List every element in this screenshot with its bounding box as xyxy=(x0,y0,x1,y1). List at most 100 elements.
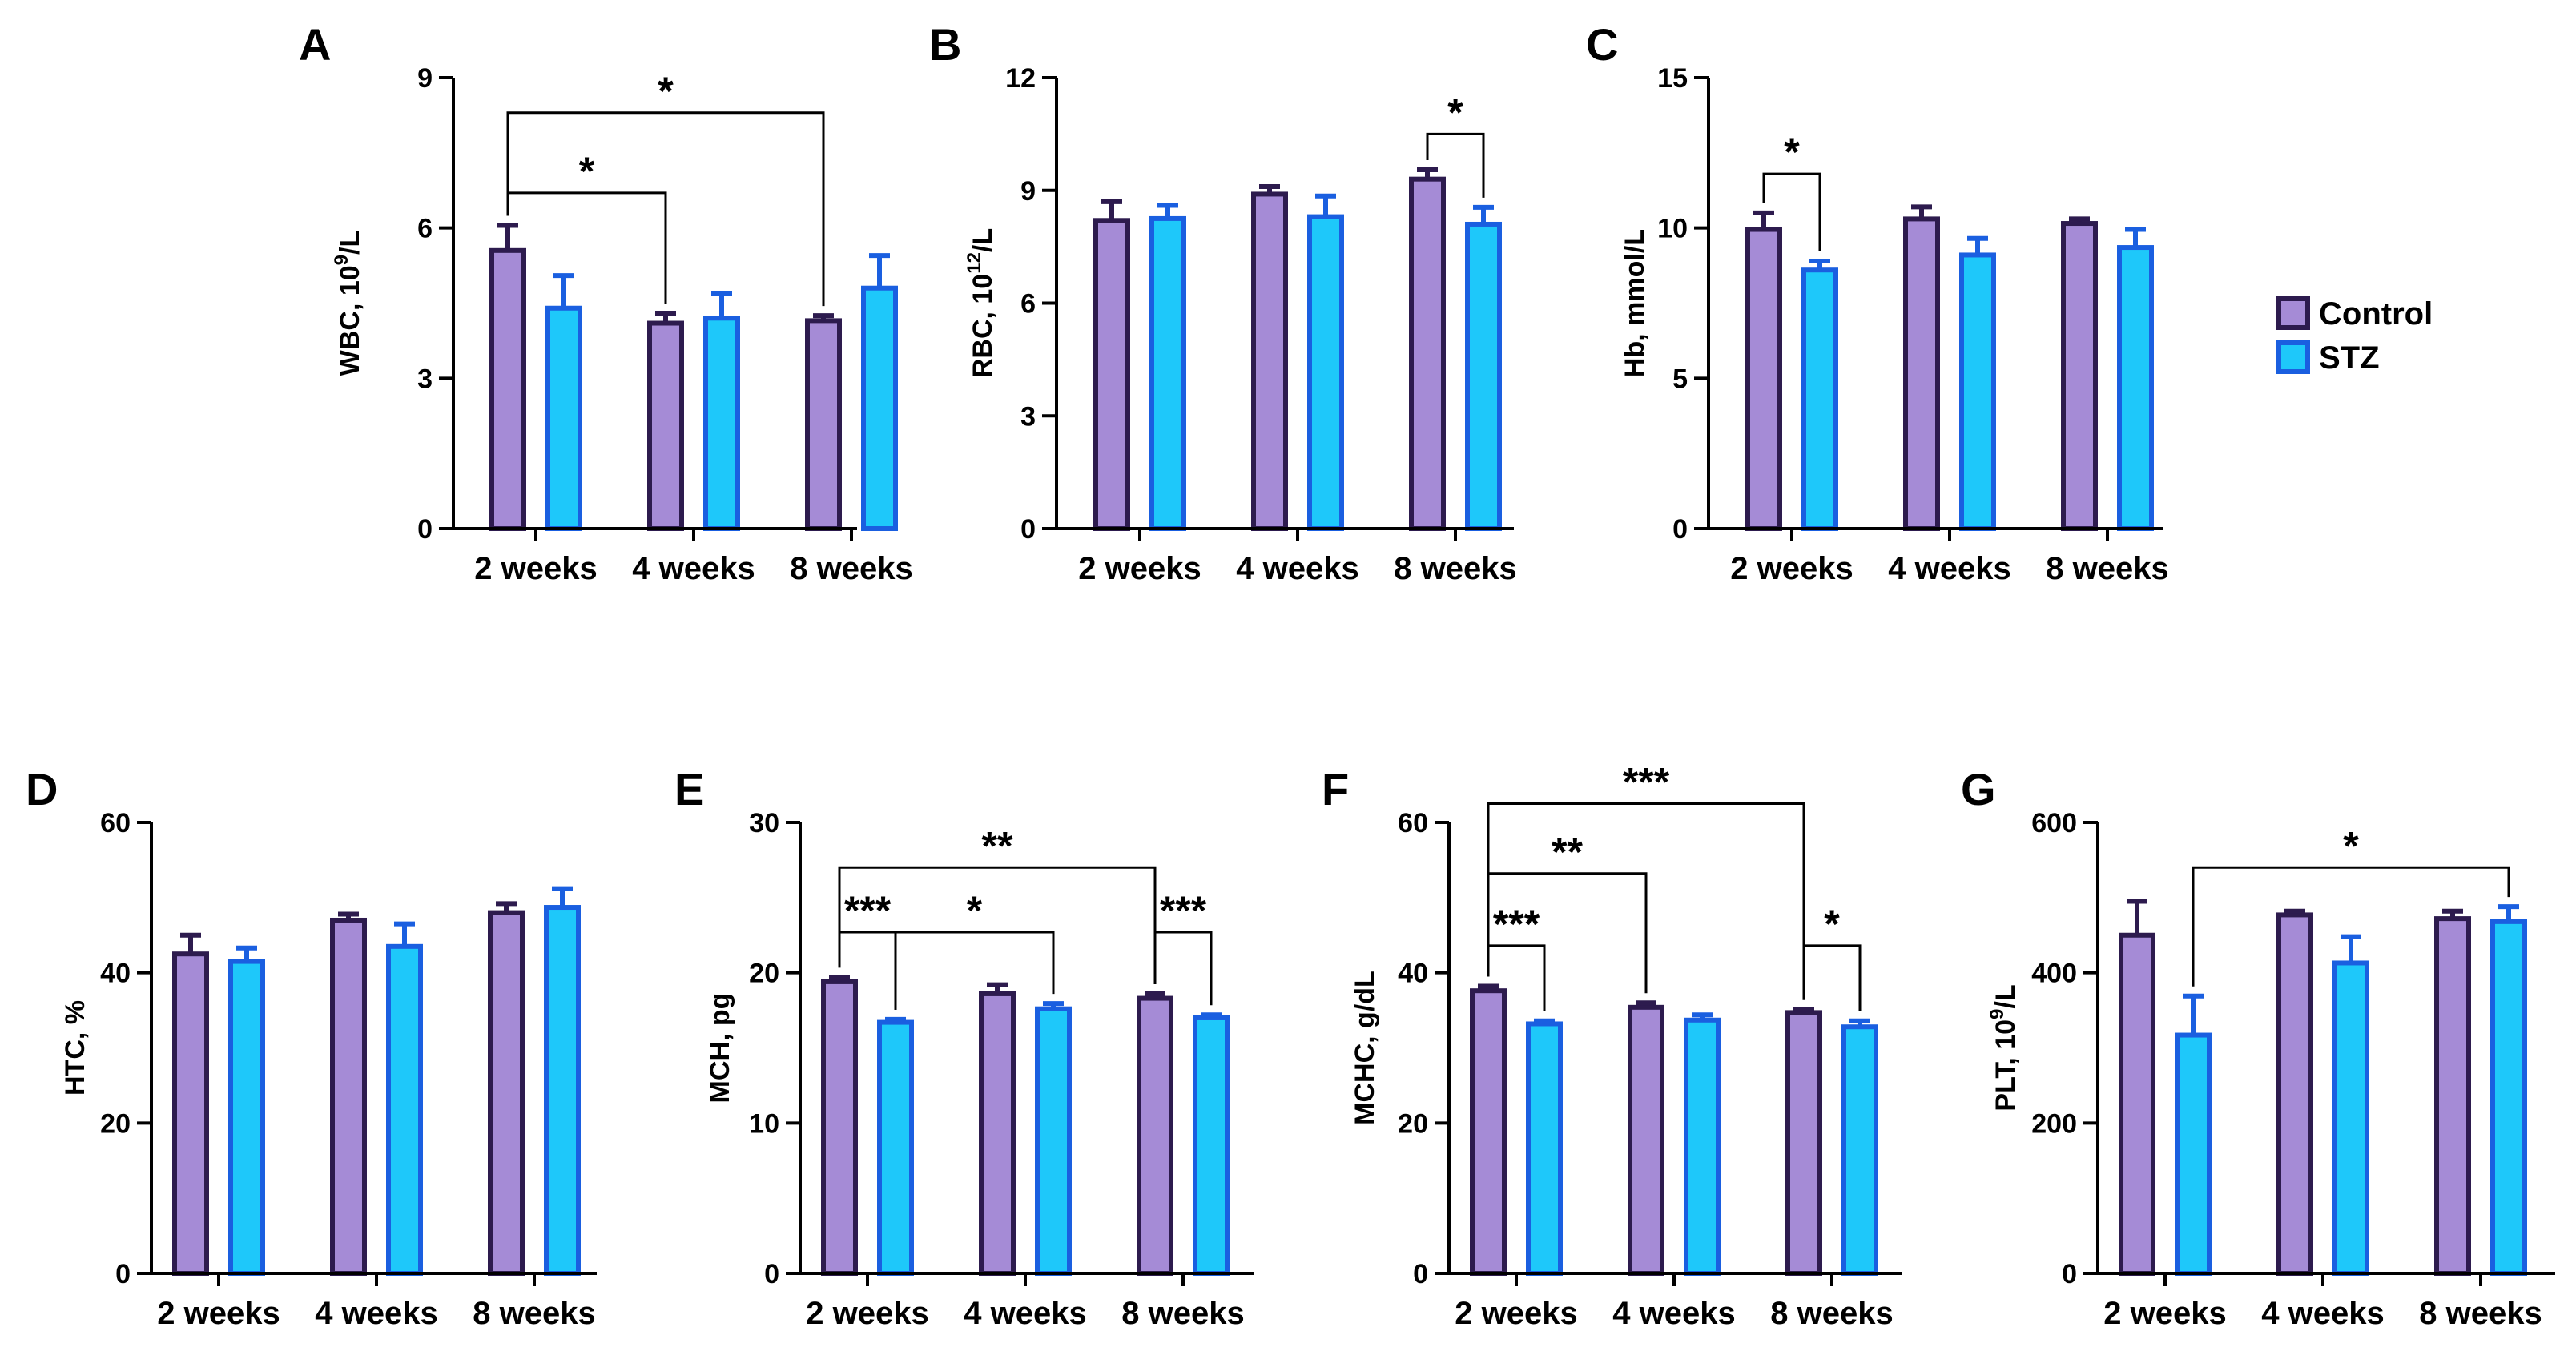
x-tick-label-c-3: 8 weeks xyxy=(2046,551,2168,586)
panel-d: D HTC, % 0 20 40 60 2 weeks 4 weeks 8 weeks xyxy=(26,764,597,1331)
significance-bracket-e-1 xyxy=(838,866,1157,984)
y-tick-label-d-2: 40 xyxy=(100,959,131,989)
bar-f-control-1 xyxy=(1470,988,1507,1276)
panel-a: A WBC, 109/L 0 3 6 9 2 weeks 4 weeks 8 weeks * * xyxy=(299,19,913,586)
panel-c: C Hb, mmol/L 0 5 10 15 2 weeks 4 weeks 8 weeks * xyxy=(1586,19,2169,586)
legend-label-stz: STZ xyxy=(2319,340,2380,376)
significance-label-c-1: * xyxy=(1784,130,1800,175)
bar-a-control-2 xyxy=(647,320,684,531)
significance-label-e-3: * xyxy=(967,888,983,933)
x-tick-label-g-1: 2 weeks xyxy=(2103,1296,2226,1331)
significance-label-a-2: * xyxy=(658,69,674,114)
y-tick-label-e-3: 30 xyxy=(749,808,779,838)
bar-c-control-2 xyxy=(1903,216,1940,531)
y-tick-label-c-3: 15 xyxy=(1657,63,1688,94)
significance-bracket-a-2 xyxy=(506,111,825,307)
x-tick-label-c-1: 2 weeks xyxy=(1730,551,1853,586)
significance-bracket-b-1 xyxy=(1426,132,1485,198)
x-tick-label-e-3: 8 weeks xyxy=(1121,1296,1244,1331)
panel-letter-a: A xyxy=(299,19,331,70)
y-tick-label-d-0: 0 xyxy=(115,1259,131,1289)
bar-a-stz-3 xyxy=(861,285,898,531)
x-tick-label-f-3: 8 weeks xyxy=(1770,1296,1893,1331)
x-tick-label-b-1: 2 weeks xyxy=(1078,551,1201,586)
significance-label-f-4: * xyxy=(1824,902,1840,947)
y-tick-label-f-1: 20 xyxy=(1398,1108,1428,1139)
y-tick-label-g-1: 200 xyxy=(2031,1108,2077,1139)
y-tick-label-g-0: 0 xyxy=(2062,1259,2077,1289)
y-tick-label-e-0: 0 xyxy=(764,1259,779,1289)
x-tick-label-g-2: 4 weeks xyxy=(2261,1296,2384,1331)
y-axis-title-f: MCHC, g/dL xyxy=(1350,971,1380,1125)
significance-label-f-2: ** xyxy=(1552,830,1583,875)
y-tick-label-b-0: 0 xyxy=(1020,514,1036,545)
panel-letter-c: C xyxy=(1586,19,1618,70)
y-axis-title-c: Hb, mmol/L xyxy=(1620,229,1650,377)
y-tick-label-d-3: 60 xyxy=(100,808,131,838)
significance-label-e-2: *** xyxy=(844,888,892,933)
x-tick-label-f-2: 4 weeks xyxy=(1612,1296,1735,1331)
significance-label-f-3: *** xyxy=(1493,902,1540,947)
bar-d-control-1 xyxy=(172,951,209,1277)
bar-f-control-3 xyxy=(1785,1010,1822,1276)
bar-e-stz-3 xyxy=(1193,1015,1230,1276)
bar-g-control-1 xyxy=(2119,932,2155,1276)
bar-a-control-3 xyxy=(805,318,842,531)
bar-a-control-1 xyxy=(489,247,526,531)
x-tick-label-f-1: 2 weeks xyxy=(1455,1296,1577,1331)
panel-letter-e: E xyxy=(674,764,704,814)
bar-e-control-1 xyxy=(821,979,858,1276)
bar-d-control-2 xyxy=(330,917,367,1276)
y-tick-label-b-4: 12 xyxy=(1005,63,1036,94)
bar-g-stz-3 xyxy=(2490,919,2527,1276)
bar-b-control-3 xyxy=(1409,176,1446,532)
x-tick-label-a-1: 2 weeks xyxy=(474,551,597,586)
x-tick-label-a-3: 8 weeks xyxy=(790,551,912,586)
legend: Control STZ xyxy=(2276,296,2433,376)
significance-label-e-4: *** xyxy=(1160,888,1207,933)
bar-g-stz-1 xyxy=(2175,1032,2212,1276)
legend-label-control: Control xyxy=(2319,296,2433,332)
panel-f: F MCHC, g/dL 0 20 40 60 2 weeks 4 weeks 8 weeks *… xyxy=(1322,760,1902,1331)
y-tick-label-g-3: 600 xyxy=(2031,808,2077,838)
significance-label-g-1: * xyxy=(2343,823,2359,868)
bar-g-control-2 xyxy=(2276,912,2313,1277)
x-tick-label-e-1: 2 weeks xyxy=(806,1296,928,1331)
bar-f-control-2 xyxy=(1628,1004,1664,1276)
bar-e-control-2 xyxy=(979,991,1016,1276)
y-axis-title-g: PLT, 109/L xyxy=(1986,984,2021,1111)
bar-d-stz-2 xyxy=(386,943,423,1276)
bar-d-stz-1 xyxy=(228,959,265,1276)
y-axis-title-d: HTC, % xyxy=(60,1000,91,1096)
x-tick-label-c-2: 4 weeks xyxy=(1888,551,2010,586)
bar-f-stz-1 xyxy=(1526,1021,1563,1277)
significance-bracket-g-1 xyxy=(2192,866,2510,987)
y-tick-label-g-2: 400 xyxy=(2031,959,2077,989)
bar-a-stz-2 xyxy=(703,316,740,531)
x-tick-label-e-2: 4 weeks xyxy=(964,1296,1086,1331)
y-tick-label-b-3: 9 xyxy=(1020,176,1036,207)
y-axis-title-b: RBC, 1012/L xyxy=(964,228,998,378)
significance-bracket-e-4 xyxy=(1153,931,1213,1006)
bar-d-control-3 xyxy=(488,910,525,1276)
bar-c-control-1 xyxy=(1745,227,1782,531)
panel-letter-b: B xyxy=(929,19,961,70)
y-tick-label-f-2: 40 xyxy=(1398,959,1428,989)
panel-letter-f: F xyxy=(1322,764,1349,814)
x-tick-label-b-3: 8 weeks xyxy=(1394,551,1516,586)
x-tick-label-g-3: 8 weeks xyxy=(2419,1296,2542,1331)
bar-e-control-3 xyxy=(1137,995,1173,1276)
bar-b-control-1 xyxy=(1093,218,1130,531)
panel-g: G PLT, 109/L 0 200 400 600 2 weeks 4 weeks 8 wee… xyxy=(1961,764,2555,1331)
bar-c-stz-3 xyxy=(2117,245,2154,531)
significance-label-b-1: * xyxy=(1447,90,1463,135)
y-tick-label-a-2: 6 xyxy=(417,214,433,244)
significance-label-a-1: * xyxy=(579,149,595,194)
y-axis-title-e: MCH, pg xyxy=(705,993,735,1104)
significance-bracket-c-1 xyxy=(1762,172,1821,251)
bar-e-stz-2 xyxy=(1035,1006,1072,1276)
x-tick-label-d-3: 8 weeks xyxy=(473,1296,595,1331)
bar-a-stz-1 xyxy=(545,305,582,531)
significance-bracket-e-3 xyxy=(894,931,1055,1010)
